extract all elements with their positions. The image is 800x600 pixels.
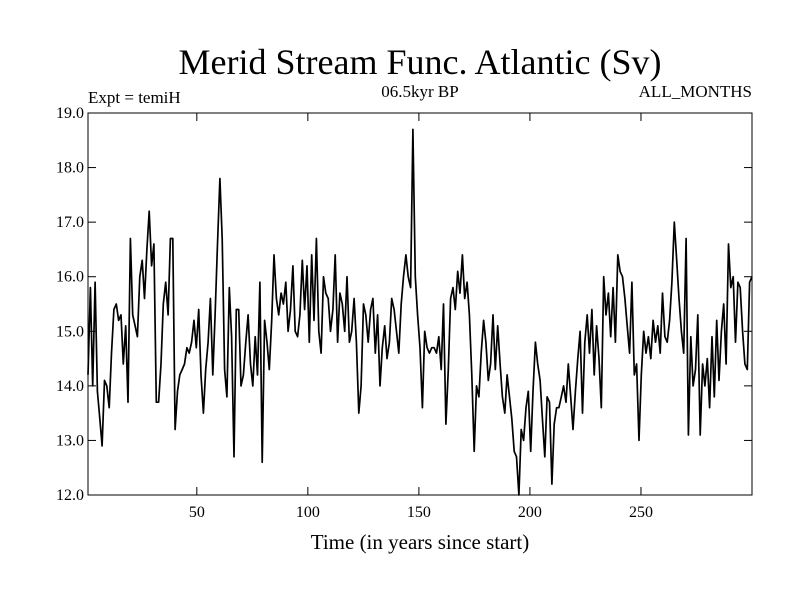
chart-subtitle: 06.5kyr BP (381, 82, 458, 101)
y-tick-label: 15.0 (56, 323, 84, 340)
x-tick-label: 200 (518, 504, 542, 521)
months-label: ALL_MONTHS (639, 82, 752, 101)
y-axis: 12.0 13.0 14.0 15.0 16.0 17.0 18.0 19.0 (56, 105, 752, 504)
series-line-temiH (87, 128, 753, 496)
x-tick-label: 50 (189, 504, 205, 521)
y-tick-label: 19.0 (56, 105, 84, 122)
x-tick-label: 250 (629, 504, 653, 521)
x-tick-label: 100 (296, 504, 320, 521)
y-tick-label: 16.0 (56, 269, 84, 286)
y-tick-label: 17.0 (56, 214, 84, 231)
x-axis-label: Time (in years since start) (311, 530, 530, 554)
y-tick-label: 14.0 (56, 378, 84, 395)
y-tick-label: 12.0 (56, 487, 84, 504)
chart-title: Merid Stream Func. Atlantic (Sv) (179, 42, 662, 82)
y-tick-label: 13.0 (56, 432, 84, 449)
y-tick-label: 18.0 (56, 160, 84, 177)
x-axis: 50 100 150 200 250 (189, 113, 653, 521)
x-tick-label: 150 (407, 504, 431, 521)
experiment-label: Expt = temiH (88, 88, 181, 107)
plot-frame (87, 112, 753, 496)
